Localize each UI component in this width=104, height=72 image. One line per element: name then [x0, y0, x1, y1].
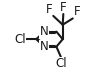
Text: Cl: Cl: [14, 33, 26, 46]
Text: F: F: [60, 1, 67, 14]
Text: F: F: [46, 3, 53, 16]
Text: N: N: [40, 25, 49, 38]
Text: N: N: [40, 40, 49, 53]
Text: Cl: Cl: [56, 57, 67, 70]
Text: F: F: [73, 5, 80, 18]
